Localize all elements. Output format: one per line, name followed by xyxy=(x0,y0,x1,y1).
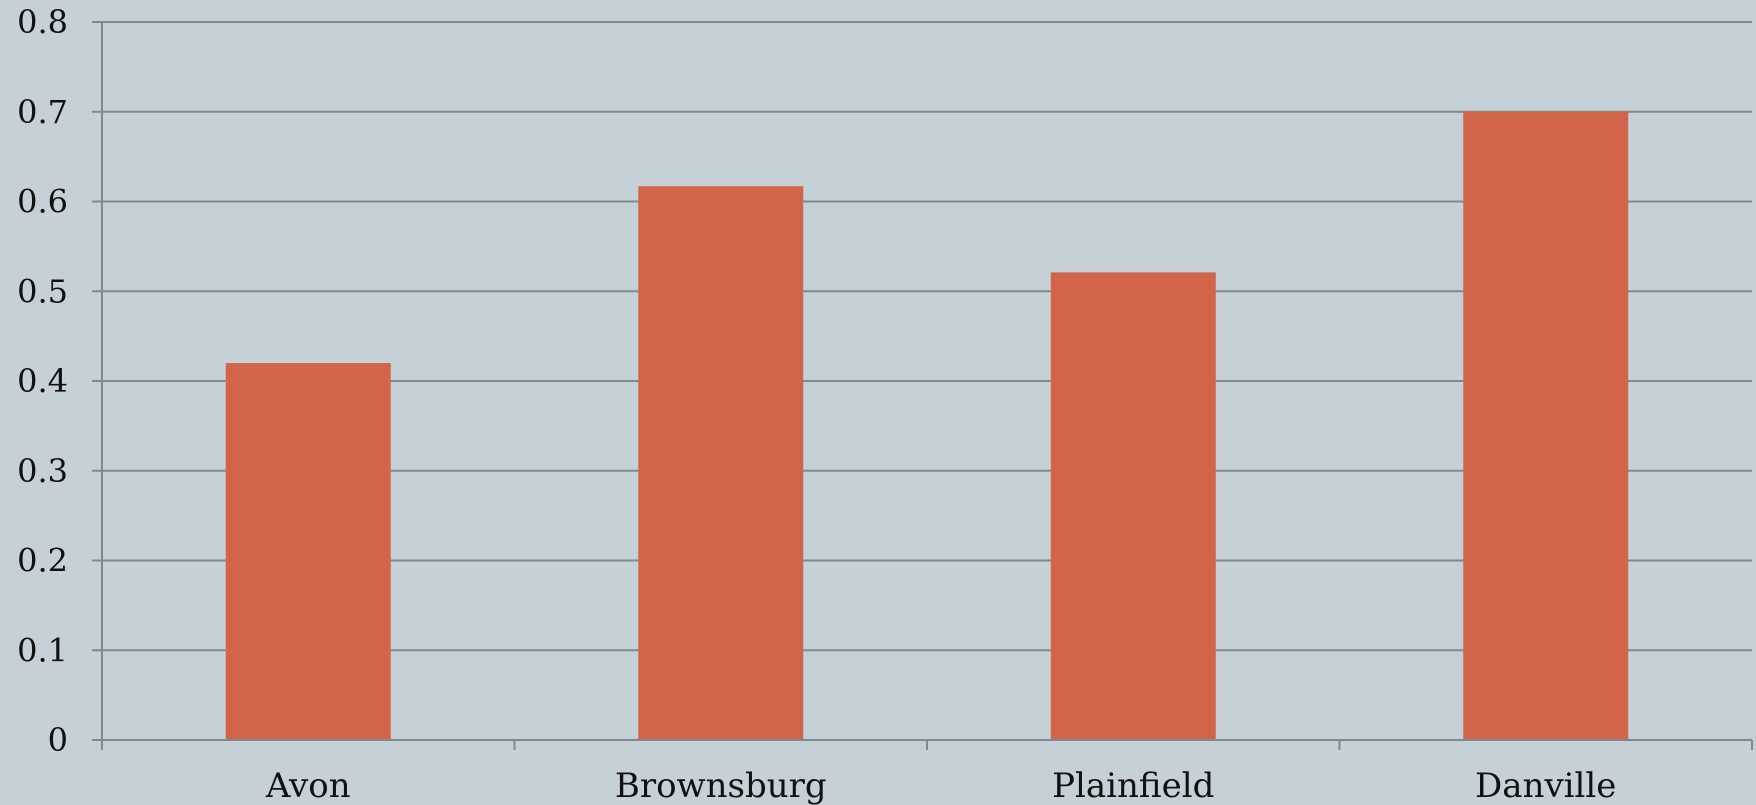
y-tick-labels: 0 0.1 0.2 0.3 0.4 0.5 0.6 0.7 0.8 xyxy=(17,3,68,759)
x-category-label: Avon xyxy=(265,766,351,805)
y-tick-label: 0.8 xyxy=(17,3,68,41)
x-category-label: Danville xyxy=(1475,766,1616,805)
bars xyxy=(225,111,1629,740)
bar-danville xyxy=(1463,111,1629,740)
y-tick-label: 0.3 xyxy=(17,452,68,490)
x-category-label: Brownsburg xyxy=(615,766,827,805)
x-category-labels: Avon Brownsburg Plainfield Danville xyxy=(265,766,1617,805)
bar-plainfield xyxy=(1050,272,1216,740)
y-tick-label: 0.6 xyxy=(17,183,68,221)
y-tick-label: 0.5 xyxy=(17,272,68,310)
y-tick-label: 0.4 xyxy=(17,362,68,400)
bar-avon xyxy=(225,363,391,740)
axes xyxy=(92,21,1753,750)
y-tick-label: 0.7 xyxy=(17,93,68,131)
y-tick-label: 0 xyxy=(48,721,68,759)
x-category-label: Plainfield xyxy=(1052,766,1214,805)
y-tick-label: 0.2 xyxy=(17,542,68,580)
y-tick-label: 0.1 xyxy=(17,631,68,669)
bar-brownsburg xyxy=(638,186,804,740)
